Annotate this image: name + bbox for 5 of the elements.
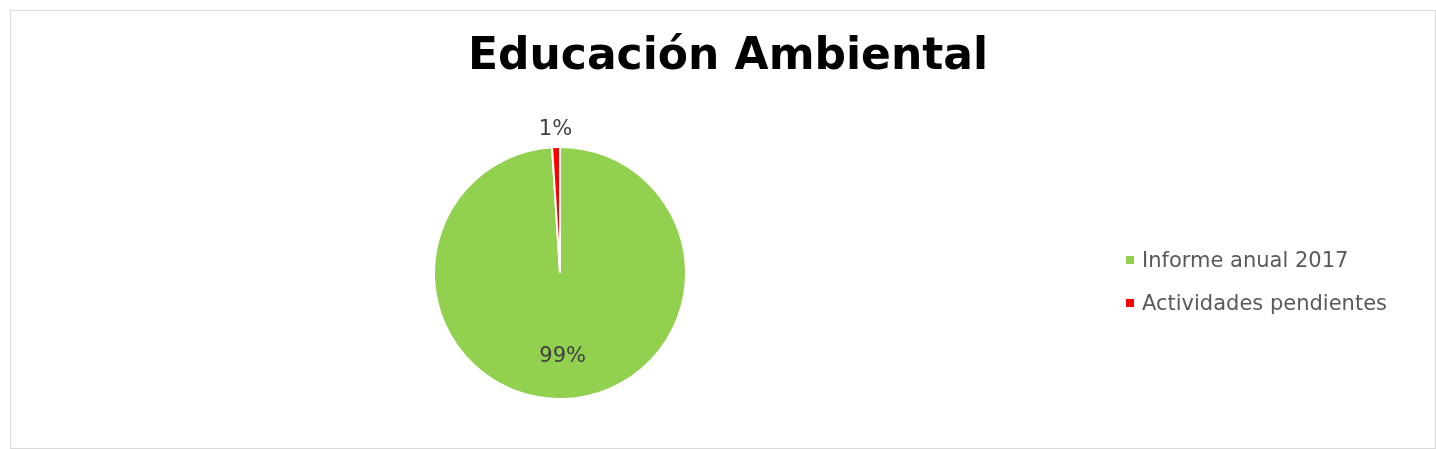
legend-label: Informe anual 2017 <box>1142 247 1349 272</box>
chart-title: Educación Ambiental <box>466 28 990 79</box>
legend-label: Actividades pendientes <box>1142 290 1387 315</box>
data-label: 1% <box>538 115 573 140</box>
data-label: 99% <box>539 342 586 367</box>
